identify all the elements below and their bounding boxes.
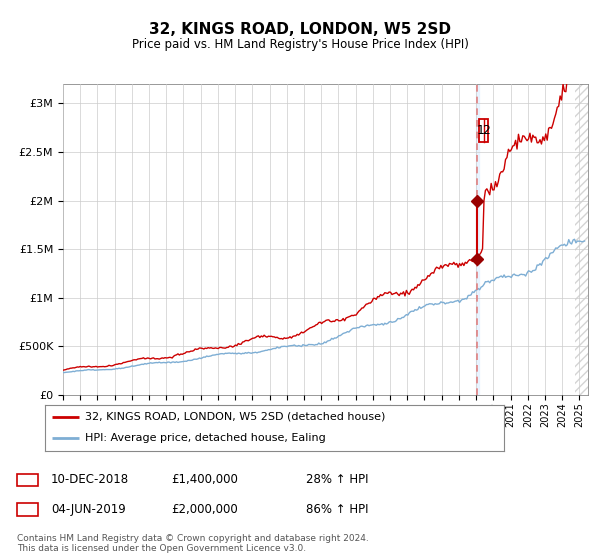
Text: 2: 2: [23, 503, 31, 516]
Text: 32, KINGS ROAD, LONDON, W5 2SD (detached house): 32, KINGS ROAD, LONDON, W5 2SD (detached…: [85, 412, 386, 422]
Text: 10-DEC-2018: 10-DEC-2018: [51, 473, 129, 487]
Text: 32, KINGS ROAD, LONDON, W5 2SD: 32, KINGS ROAD, LONDON, W5 2SD: [149, 22, 451, 38]
Bar: [476, 84, 479, 395]
Text: 86% ↑ HPI: 86% ↑ HPI: [306, 503, 368, 516]
Text: 1: 1: [23, 473, 31, 487]
Text: Price paid vs. HM Land Registry's House Price Index (HPI): Price paid vs. HM Land Registry's House …: [131, 38, 469, 51]
Text: 28% ↑ HPI: 28% ↑ HPI: [306, 473, 368, 487]
Text: 04-JUN-2019: 04-JUN-2019: [51, 503, 126, 516]
Text: 2: 2: [482, 124, 490, 137]
Text: Contains HM Land Registry data © Crown copyright and database right 2024.
This d: Contains HM Land Registry data © Crown c…: [17, 534, 368, 553]
FancyBboxPatch shape: [479, 119, 488, 142]
Text: £2,000,000: £2,000,000: [171, 503, 238, 516]
Text: 1: 1: [476, 124, 485, 137]
Bar: [575, 84, 588, 395]
Text: £1,400,000: £1,400,000: [171, 473, 238, 487]
Bar: [575, 84, 588, 395]
Text: HPI: Average price, detached house, Ealing: HPI: Average price, detached house, Eali…: [85, 433, 326, 443]
